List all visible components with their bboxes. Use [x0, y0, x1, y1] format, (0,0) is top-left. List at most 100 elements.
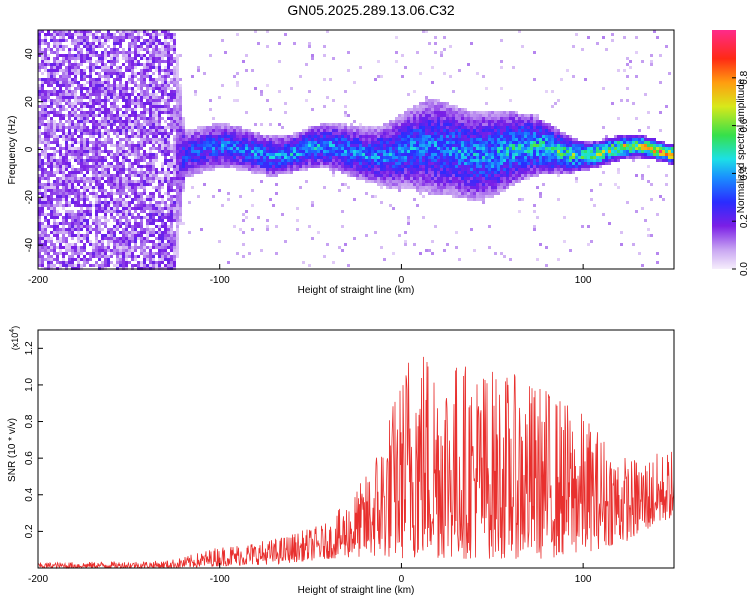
- spectrogram-cell: [212, 195, 215, 198]
- spectrogram-cell: [83, 168, 86, 171]
- spectrogram-cell: [71, 174, 74, 177]
- spectrogram-cell: [194, 156, 197, 159]
- spectrogram-cell: [398, 171, 401, 174]
- spectrogram-cell: [113, 90, 116, 93]
- spectrogram-cell: [125, 96, 128, 99]
- spectrogram-cell: [398, 150, 401, 153]
- spectrogram-cell: [92, 189, 95, 192]
- spectrogram-cell: [203, 165, 206, 168]
- spectrogram-cell: [323, 162, 326, 165]
- spectrogram-cell: [401, 168, 404, 171]
- spectrogram-cell: [167, 231, 170, 234]
- spectrogram-cell: [284, 240, 287, 243]
- spectrogram-cell: [62, 192, 65, 195]
- spectrogram-cell: [374, 147, 377, 150]
- spectrogram-cell: [149, 57, 152, 60]
- spectrogram-cell: [191, 150, 194, 153]
- spectrogram-cell: [344, 159, 347, 162]
- spectrogram-cell: [434, 51, 437, 54]
- spectrogram-cell: [410, 150, 413, 153]
- spectrogram-cell: [434, 120, 437, 123]
- spectrogram-cell: [389, 123, 392, 126]
- spectrogram-cell: [344, 156, 347, 159]
- spectrogram-cell: [155, 129, 158, 132]
- spectrogram-cell: [65, 156, 68, 159]
- spectrogram-cell: [374, 126, 377, 129]
- spectrogram-cell: [98, 246, 101, 249]
- spectrogram-cell: [92, 147, 95, 150]
- spectrogram-cell: [446, 102, 449, 105]
- spectrogram-cell: [116, 117, 119, 120]
- spectrogram-cell: [149, 111, 152, 114]
- spectrogram-cell: [143, 153, 146, 156]
- spectrogram-cell: [125, 126, 128, 129]
- spectrogram-cell: [413, 111, 416, 114]
- spectrogram-cell: [371, 174, 374, 177]
- spectrogram-cell: [83, 213, 86, 216]
- spectrogram-cell: [179, 195, 182, 198]
- spectrogram-cell: [47, 258, 50, 261]
- spectrogram-cell: [362, 165, 365, 168]
- spectrogram-cell: [155, 174, 158, 177]
- spectrogram-cell: [353, 150, 356, 153]
- spectrogram-cell: [224, 138, 227, 141]
- spectrogram-cell: [401, 162, 404, 165]
- spectrogram-cell: [341, 147, 344, 150]
- spectrogram-cell: [365, 135, 368, 138]
- spectrogram-cell: [89, 87, 92, 90]
- spectrogram-cell: [95, 129, 98, 132]
- spectrogram-cell: [137, 180, 140, 183]
- spectrogram-cell: [170, 156, 173, 159]
- spectrogram-cell: [140, 84, 143, 87]
- spectrogram-cell: [164, 132, 167, 135]
- spectrogram-cell: [278, 138, 281, 141]
- spectrogram-cell: [44, 195, 47, 198]
- spectrogram-cell: [59, 153, 62, 156]
- spectrogram-cell: [161, 240, 164, 243]
- spectrogram-cell: [353, 129, 356, 132]
- spectrogram-cell: [92, 129, 95, 132]
- spectrogram-cell: [128, 117, 131, 120]
- spectrogram-cell: [152, 171, 155, 174]
- spectrogram-cell: [95, 183, 98, 186]
- spectrogram-cell: [233, 225, 236, 228]
- spectrogram-cell: [278, 42, 281, 45]
- spectrogram-cell: [83, 186, 86, 189]
- spectrogram-cell: [161, 183, 164, 186]
- spectrogram-cell: [347, 141, 350, 144]
- spectrogram-cell: [416, 183, 419, 186]
- spectrogram-cell: [299, 75, 302, 78]
- spectrogram-cell: [140, 102, 143, 105]
- spectrogram-cell: [416, 126, 419, 129]
- spectrogram-cell: [422, 165, 425, 168]
- spectrogram-cell: [44, 114, 47, 117]
- spectrogram-cell: [380, 153, 383, 156]
- spectrogram-cell: [266, 162, 269, 165]
- spectrogram-cell: [98, 150, 101, 153]
- spectrogram-cell: [47, 141, 50, 144]
- spectrogram-cell: [125, 117, 128, 120]
- spectrogram-cell: [179, 201, 182, 204]
- spectrogram-cell: [137, 126, 140, 129]
- spectrogram-cell: [125, 51, 128, 54]
- spectrogram-cell: [158, 207, 161, 210]
- spectrogram-cell: [38, 141, 41, 144]
- spectrogram-cell: [284, 144, 287, 147]
- spectrogram-cell: [266, 159, 269, 162]
- spectrogram-cell: [140, 93, 143, 96]
- spectrogram-cell: [137, 54, 140, 57]
- spectrogram-cell: [350, 141, 353, 144]
- spectrogram-cell: [80, 198, 83, 201]
- spectrogram-cell: [209, 54, 212, 57]
- spectrogram-cells: [38, 30, 674, 270]
- spectrogram-cell: [407, 129, 410, 132]
- spectrogram-cell: [179, 120, 182, 123]
- spectrogram-cell: [452, 141, 455, 144]
- spectrogram-cell: [413, 147, 416, 150]
- spectrogram-cell: [308, 129, 311, 132]
- spectrogram-cell: [122, 180, 125, 183]
- spectrogram-cell: [212, 165, 215, 168]
- spectrogram-cell: [122, 255, 125, 258]
- spectrogram-cell: [71, 264, 74, 267]
- spectrogram-cell: [443, 108, 446, 111]
